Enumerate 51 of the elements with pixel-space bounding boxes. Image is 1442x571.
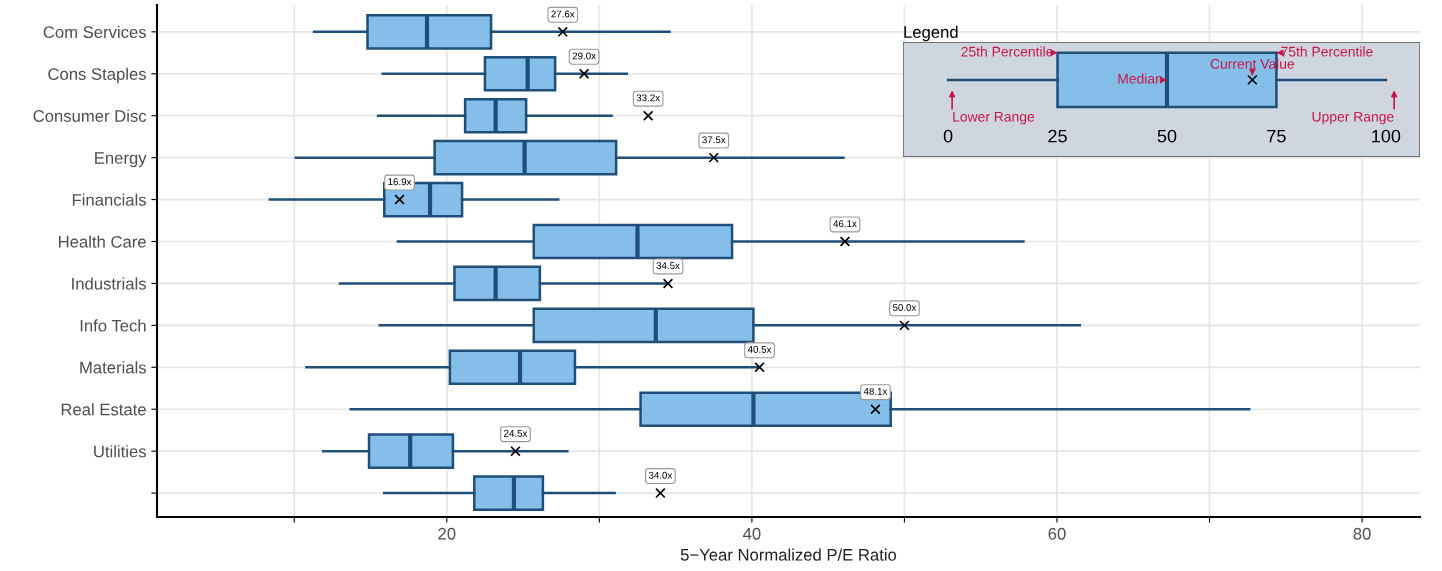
x-tick-label: 25 (1048, 129, 1067, 143)
annotation: 75th Percentile (1281, 46, 1373, 57)
x-tick-label: 100 (1372, 129, 1401, 143)
annotation: 25th Percentile (961, 46, 1053, 57)
data-label: 50.0x (892, 304, 917, 311)
x-tick-label: 50 (1157, 129, 1177, 143)
y-tick-label: Materials (80, 361, 146, 374)
data-label: 37.5x (702, 136, 726, 144)
point (394, 194, 405, 205)
x-tick-label: 40 (743, 527, 761, 540)
y-tick-label: Real Estate (61, 403, 146, 416)
x-tick-label: 0 (943, 129, 953, 143)
data-label: 24.5x (504, 429, 528, 437)
point (510, 445, 521, 457)
x-tick-label: 80 (1353, 527, 1371, 540)
x-tick-label: 20 (438, 527, 456, 540)
data-label: 33.2x (636, 94, 660, 102)
point (662, 278, 674, 289)
point (642, 110, 654, 121)
y-tick-label: Cons Staples (48, 67, 146, 84)
point (708, 152, 719, 163)
point (578, 68, 590, 79)
annotation: Upper Range (1312, 111, 1394, 125)
point (899, 320, 910, 331)
data-label: 46.1x (833, 220, 857, 228)
annotation: Lower Range (953, 111, 1035, 125)
y-tick-label: Utilities (94, 445, 146, 458)
text: Legend (904, 25, 958, 42)
y-tick-label: Financials (72, 193, 146, 206)
data-label: 34.5x (656, 262, 680, 270)
x-axis-title: 5−Year Normalized P/E Ratio (680, 548, 897, 561)
data-label: 48.1x (863, 387, 888, 395)
data-label: 40.5x (747, 345, 772, 353)
y-tick-label: Health Care (59, 235, 146, 248)
point (839, 236, 851, 247)
x-tick-label: 75 (1267, 129, 1286, 143)
y-tick-label: Energy (95, 152, 147, 168)
point (870, 404, 881, 415)
y-tick-label: Info Tech (80, 319, 146, 332)
data-label: 27.6x (551, 10, 575, 18)
data-label: 29.0x (572, 52, 596, 60)
data-label: 16.9x (388, 178, 412, 186)
y-tick-label: Com Services (43, 25, 146, 39)
y-tick-label: Industrials (72, 277, 146, 290)
annotation: Median (1118, 73, 1162, 84)
y-tick-label: Consumer Disc (33, 109, 147, 122)
point (655, 487, 666, 499)
point (557, 26, 568, 38)
data-label: 34.0x (648, 471, 673, 479)
x-tick-label: 60 (1048, 527, 1066, 540)
point (754, 362, 765, 373)
